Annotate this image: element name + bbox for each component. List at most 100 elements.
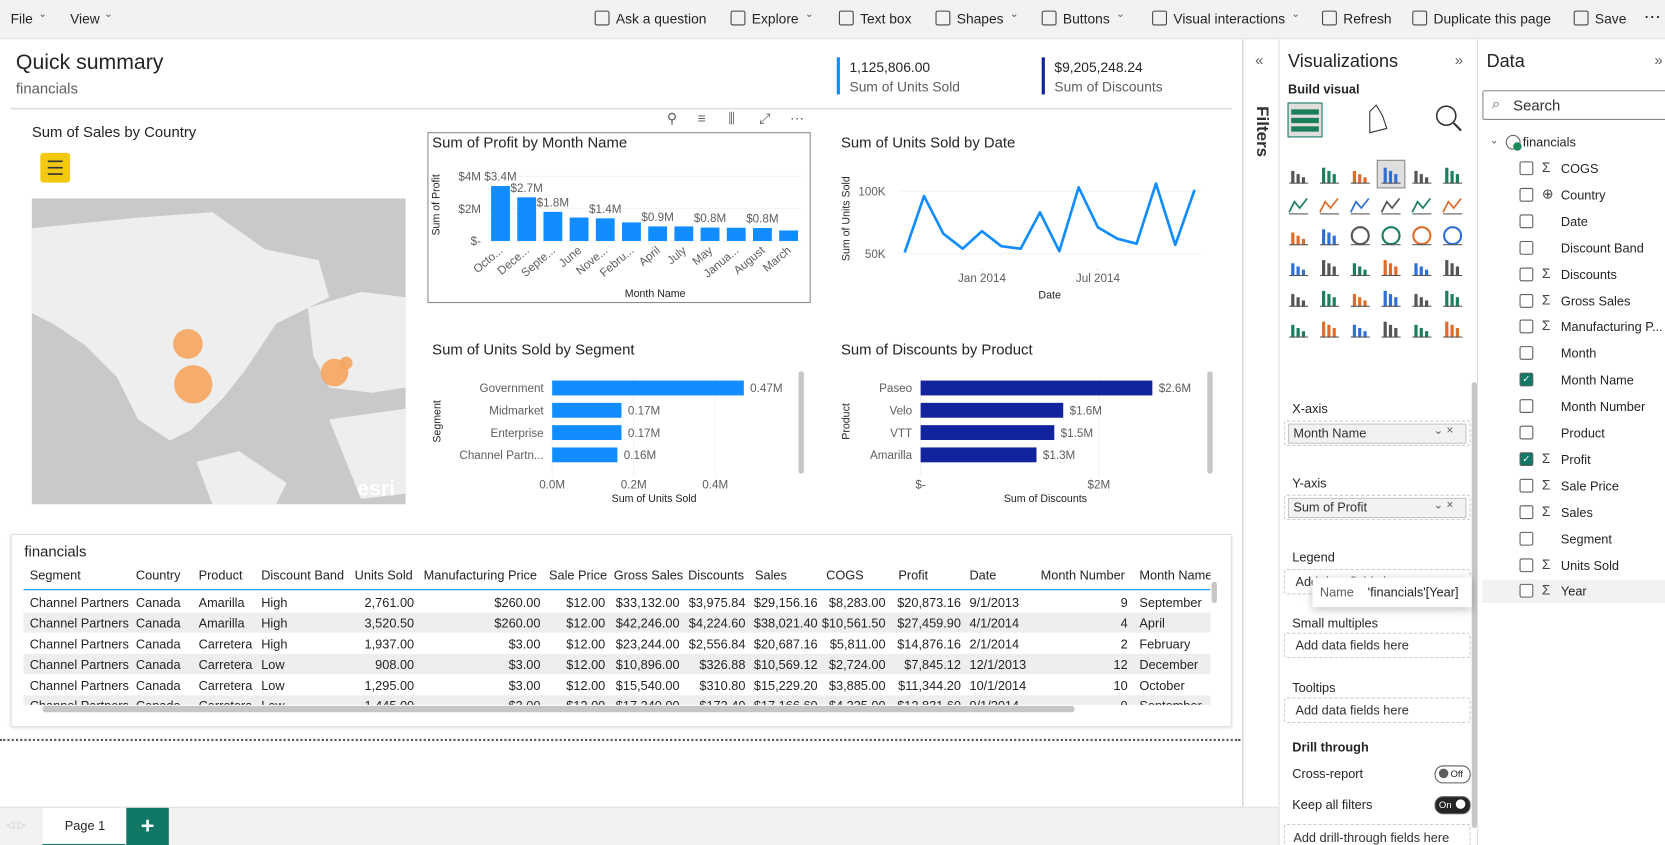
column-header[interactable]: Date bbox=[969, 567, 997, 583]
visual-header-icon[interactable]: ≡ bbox=[697, 110, 706, 127]
checkbox[interactable] bbox=[1519, 240, 1534, 255]
cell: $4,335.00 bbox=[829, 699, 886, 705]
checkbox[interactable]: ✓ bbox=[1519, 372, 1534, 387]
checkbox[interactable] bbox=[1519, 346, 1534, 361]
field-name[interactable]: Sales bbox=[1560, 504, 1593, 520]
column-header[interactable]: Month Name bbox=[1139, 567, 1211, 583]
well[interactable]: Sum of Profit ⌄ × bbox=[1283, 494, 1471, 521]
column-header[interactable]: Sales bbox=[754, 567, 787, 583]
data-label: 0.17M bbox=[628, 405, 660, 418]
visual-header-icon[interactable]: ⫼ bbox=[728, 110, 735, 127]
action[interactable]: Text box bbox=[860, 10, 912, 27]
glyph bbox=[1291, 126, 1319, 132]
checkbox[interactable] bbox=[1519, 399, 1534, 414]
field-name[interactable]: Discounts bbox=[1560, 267, 1617, 282]
checkbox[interactable] bbox=[1519, 584, 1534, 599]
well[interactable]: Add data fields here bbox=[1283, 632, 1471, 659]
filters-title[interactable]: Filters bbox=[1252, 106, 1272, 158]
field-name[interactable]: Discount Band bbox=[1560, 240, 1644, 256]
expand-icon[interactable]: » bbox=[1654, 50, 1663, 68]
action[interactable]: Shapes bbox=[956, 10, 1004, 27]
tooltip bbox=[1312, 577, 1472, 608]
page-tab[interactable] bbox=[42, 807, 126, 845]
field-name[interactable]: Profit bbox=[1560, 452, 1591, 467]
checkbox[interactable] bbox=[1519, 425, 1534, 440]
field-name[interactable]: Year bbox=[1560, 584, 1587, 600]
visual-header-icon[interactable]: ⤢ bbox=[759, 110, 771, 127]
column-header[interactable]: Manufacturing Price bbox=[423, 567, 538, 583]
checkbox[interactable] bbox=[1519, 531, 1534, 546]
field-name[interactable]: Sale Price bbox=[1560, 478, 1620, 494]
menu[interactable]: View bbox=[70, 10, 100, 27]
field-name[interactable]: Date bbox=[1560, 214, 1588, 230]
field-name[interactable]: Month bbox=[1560, 346, 1597, 362]
field-name[interactable]: Month Name bbox=[1560, 372, 1634, 388]
action[interactable]: Refresh bbox=[1343, 10, 1392, 27]
column-header[interactable]: COGS bbox=[826, 567, 864, 583]
action[interactable]: Visual interactions bbox=[1173, 10, 1286, 27]
action[interactable]: Save bbox=[1594, 10, 1627, 27]
checkbox[interactable] bbox=[1519, 319, 1534, 334]
h-scrollbar[interactable] bbox=[42, 705, 1075, 713]
action[interactable]: Duplicate this page bbox=[1433, 10, 1551, 27]
field-actions[interactable]: ⌄ × bbox=[1433, 498, 1454, 512]
more[interactable]: ⋯ bbox=[1643, 8, 1661, 27]
column-header[interactable]: Product bbox=[198, 567, 243, 583]
column-header[interactable]: Country bbox=[135, 567, 181, 583]
visual-header-icon[interactable]: ⋯ bbox=[790, 110, 804, 127]
column-header[interactable]: Discount Band bbox=[261, 567, 345, 583]
checkbox[interactable] bbox=[1519, 214, 1534, 229]
page-tab-label[interactable]: Page 1 bbox=[64, 818, 106, 834]
visual-header-icon[interactable]: ⚲ bbox=[666, 110, 677, 127]
column-header[interactable]: Sale Price bbox=[548, 567, 608, 583]
column-header[interactable]: Gross Sales bbox=[613, 567, 684, 583]
checkbox[interactable] bbox=[1519, 161, 1534, 176]
field-name[interactable]: Country bbox=[1560, 187, 1606, 203]
column-header[interactable]: Profit bbox=[898, 567, 929, 583]
collapse-icon[interactable]: « bbox=[1255, 50, 1264, 68]
column-header[interactable]: Discounts bbox=[688, 567, 745, 583]
expand-chevron[interactable]: ⌄ bbox=[1489, 134, 1499, 147]
glyph bbox=[1452, 122, 1462, 132]
column-header[interactable]: Segment bbox=[29, 567, 81, 583]
glyph bbox=[1445, 290, 1449, 307]
action[interactable]: Explore bbox=[751, 10, 799, 27]
expand-icon[interactable]: » bbox=[1454, 50, 1464, 68]
checkbox[interactable] bbox=[1519, 293, 1534, 308]
action[interactable]: Ask a question bbox=[615, 10, 707, 27]
bar bbox=[726, 227, 746, 241]
field-name[interactable]: COGS bbox=[1560, 161, 1599, 177]
checkbox[interactable] bbox=[1519, 267, 1534, 281]
checkbox[interactable]: ✓ bbox=[1519, 452, 1534, 466]
field-name[interactable]: Month Number bbox=[1560, 399, 1646, 415]
action[interactable]: Buttons bbox=[1062, 10, 1110, 27]
checkbox[interactable] bbox=[1519, 504, 1534, 519]
search-placeholder[interactable]: Search bbox=[1513, 96, 1561, 114]
well[interactable]: Add data fields here bbox=[1283, 697, 1471, 723]
v-scrollbar[interactable] bbox=[1211, 581, 1217, 603]
page-nav[interactable]: ◁ ▷ bbox=[6, 819, 26, 832]
field-name[interactable]: Segment bbox=[1560, 531, 1612, 547]
menu[interactable]: File bbox=[10, 10, 33, 27]
scrollbar[interactable] bbox=[1471, 382, 1478, 829]
well[interactable]: Month Name ⌄ × bbox=[1283, 420, 1471, 446]
glyph bbox=[1455, 297, 1459, 307]
glyph bbox=[1296, 266, 1300, 277]
checkbox[interactable] bbox=[1519, 187, 1534, 202]
field-name[interactable]: Units Sold bbox=[1560, 557, 1620, 573]
table-name[interactable]: financials bbox=[1522, 134, 1576, 150]
field-name[interactable]: Gross Sales bbox=[1560, 293, 1631, 309]
add-page[interactable]: + bbox=[126, 807, 169, 845]
checkbox[interactable] bbox=[1519, 557, 1534, 572]
field-name[interactable]: Manufacturing P... bbox=[1560, 319, 1663, 335]
column-header[interactable]: Units Sold bbox=[354, 567, 413, 583]
checkbox[interactable] bbox=[1519, 478, 1534, 493]
glyph-frame bbox=[1443, 182, 1463, 184]
field-actions[interactable]: ⌄ × bbox=[1433, 424, 1454, 438]
glyph bbox=[1394, 297, 1398, 307]
search-box[interactable] bbox=[1482, 90, 1665, 120]
field-name[interactable]: Product bbox=[1560, 425, 1605, 441]
well[interactable]: Add drill-through fields here bbox=[1283, 823, 1471, 845]
column-header[interactable]: Month Number bbox=[1040, 567, 1125, 583]
x-tick-label: 0.2M bbox=[621, 478, 647, 491]
